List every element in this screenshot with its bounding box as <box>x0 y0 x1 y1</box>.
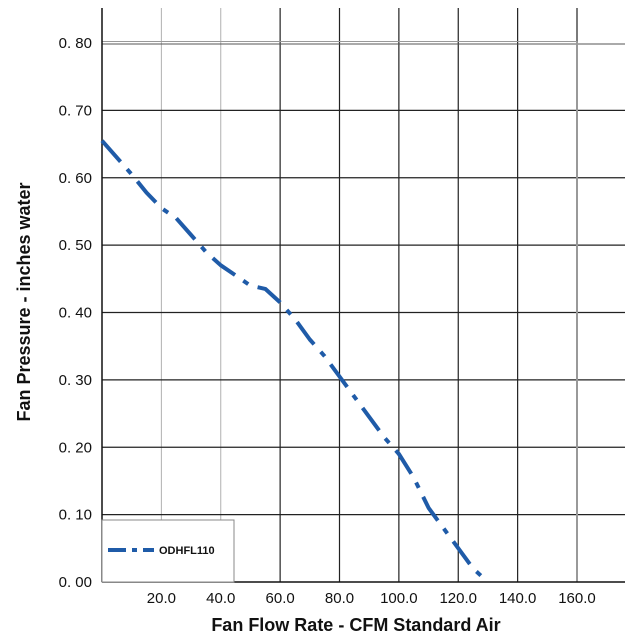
x-tick-label: 60.0 <box>266 590 295 607</box>
grid <box>102 8 625 582</box>
y-tick-label: 0. 10 <box>59 507 92 524</box>
x-tick-label: 140.0 <box>499 590 537 607</box>
x-tick-label: 20.0 <box>147 590 176 607</box>
y-axis-title: Fan Pressure - inches water <box>14 182 34 421</box>
x-tick-label: 40.0 <box>206 590 235 607</box>
series-line-odhfl110 <box>100 139 490 584</box>
y-tick-label: 0. 50 <box>59 237 92 254</box>
series-layer <box>100 139 490 584</box>
x-tick-label: 100.0 <box>380 590 418 607</box>
y-tick-label: 0. 40 <box>59 305 92 322</box>
x-tick-label: 120.0 <box>439 590 477 607</box>
legend-label: ODHFL110 <box>159 545 215 557</box>
y-tick-label: 0. 80 <box>59 35 92 52</box>
x-axis-title: Fan Flow Rate - CFM Standard Air <box>211 615 500 635</box>
legend: ODHFL110 <box>101 519 235 583</box>
y-tick-label: 0. 30 <box>59 372 92 389</box>
x-tick-label: 160.0 <box>558 590 596 607</box>
x-tick-label: 80.0 <box>325 590 354 607</box>
y-tick-label: 0. 60 <box>59 170 92 187</box>
y-tick-label: 0. 70 <box>59 102 92 119</box>
plot-frame <box>101 8 625 583</box>
y-tick-label: 0. 00 <box>59 574 92 591</box>
y-tick-label: 0. 20 <box>59 439 92 456</box>
tick-labels: 0. 00 0. 10 0. 20 0. 30 0. 40 0. 50 0. 60 0. 70… <box>59 35 596 607</box>
